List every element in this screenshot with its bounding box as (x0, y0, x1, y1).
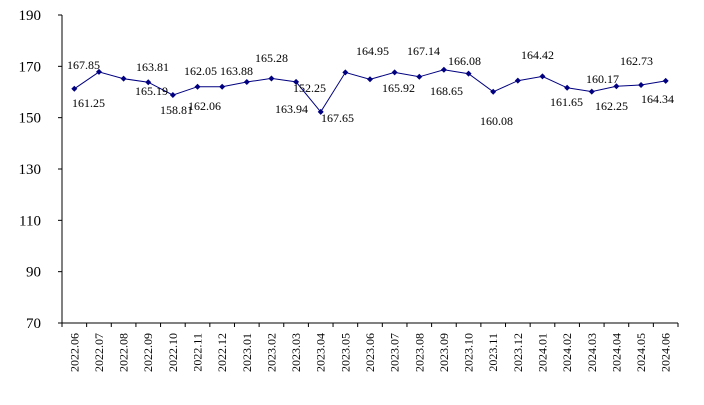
x-tick-label: 2023.04 (314, 333, 328, 372)
data-point-marker (613, 83, 620, 90)
data-label: 160.08 (480, 114, 513, 128)
data-point-marker (145, 79, 152, 86)
data-label: 162.05 (184, 64, 217, 78)
x-tick-label: 2023.09 (437, 333, 451, 372)
data-point-marker (268, 75, 275, 82)
data-label: 158.81 (160, 103, 193, 117)
data-point-marker (465, 70, 472, 77)
data-label: 168.65 (430, 84, 463, 98)
data-label: 165.19 (135, 84, 168, 98)
x-tick-label: 2022.07 (92, 333, 106, 372)
data-point-marker (342, 69, 349, 76)
data-point-marker (219, 83, 226, 90)
data-point-marker (243, 79, 250, 86)
x-tick-label: 2024.06 (659, 333, 673, 372)
data-label: 162.25 (595, 99, 628, 113)
x-tick-label: 2023.11 (486, 333, 500, 372)
data-label: 161.25 (72, 96, 105, 110)
x-tick-label: 2023.02 (264, 333, 278, 372)
y-ticks: 70 90 110 130 150 170 190 (19, 8, 62, 332)
data-label: 161.65 (550, 95, 583, 109)
y-tick-label: 110 (19, 213, 41, 229)
data-point-marker (662, 77, 669, 84)
data-label: 163.81 (136, 60, 169, 74)
y-tick-label: 190 (19, 8, 42, 24)
data-point-marker (440, 66, 447, 73)
data-point-marker (564, 84, 571, 91)
x-tick-label: 2022.10 (166, 333, 180, 372)
data-point-marker (317, 108, 324, 115)
data-label: 152.25 (293, 81, 326, 95)
x-tick-label: 2023.06 (363, 333, 377, 372)
x-tick-label: 2022.12 (215, 333, 229, 372)
x-tick-label: 2022.11 (191, 333, 205, 372)
data-label: 164.42 (521, 48, 554, 62)
x-tick-label: 2023.01 (240, 333, 254, 372)
data-point-marker (588, 88, 595, 95)
x-tick-label: 2024.03 (585, 333, 599, 372)
data-point-marker (95, 68, 102, 75)
data-point-marker (416, 73, 423, 80)
x-tick-label: 2024.02 (560, 333, 574, 372)
data-label: 165.92 (382, 81, 415, 95)
x-tick-label: 2023.05 (338, 333, 352, 372)
data-point-marker (391, 69, 398, 76)
data-label: 163.88 (220, 64, 253, 78)
data-point-marker (638, 81, 645, 88)
data-point-marker (293, 78, 300, 85)
data-point-marker (71, 85, 78, 92)
x-tick-label: 2022.06 (67, 333, 81, 372)
x-tick-label: 2023.12 (511, 333, 525, 372)
y-tick-label: 70 (26, 316, 41, 332)
markers (71, 66, 669, 115)
x-tick-label: 2022.09 (141, 333, 155, 372)
data-point-marker (169, 92, 176, 99)
data-point-marker (367, 76, 373, 83)
data-label: 166.08 (448, 54, 481, 68)
y-tick-label: 90 (26, 265, 41, 281)
x-tick-label: 2023.08 (412, 333, 426, 372)
data-label: 162.73 (620, 54, 653, 68)
data-label: 165.28 (255, 51, 288, 65)
data-label: 160.17 (586, 72, 619, 86)
y-tick-label: 170 (19, 59, 42, 75)
data-point-marker (514, 77, 521, 84)
data-point-marker (120, 75, 127, 82)
x-tick-label: 2024.05 (634, 333, 648, 372)
y-tick-label: 130 (19, 162, 42, 178)
data-label: 167.65 (321, 111, 354, 125)
x-tick-label: 2023.07 (388, 333, 402, 372)
data-labels: 161.25 167.85 165.19 163.81 158.81 162.05 162.… (67, 44, 674, 128)
data-label: 162.06 (188, 99, 221, 113)
data-label: 164.34 (641, 92, 674, 106)
x-tick-label: 2024.04 (609, 333, 623, 372)
data-label: 167.85 (67, 58, 100, 72)
x-ticks: 2022.06 2022.07 2022.08 2022.09 2022.10 2022.… (61, 323, 679, 372)
y-tick-label: 150 (19, 111, 42, 127)
x-tick-label: 2023.03 (289, 333, 303, 372)
data-label: 164.95 (356, 44, 389, 58)
x-tick-label: 2023.10 (462, 333, 476, 372)
data-point-marker (539, 73, 546, 80)
data-point-marker (194, 83, 201, 90)
data-label: 167.14 (407, 44, 440, 58)
x-tick-label: 2024.01 (535, 333, 549, 372)
x-tick-label: 2022.08 (117, 333, 131, 372)
data-point-marker (490, 88, 497, 95)
data-label: 163.94 (275, 102, 308, 116)
